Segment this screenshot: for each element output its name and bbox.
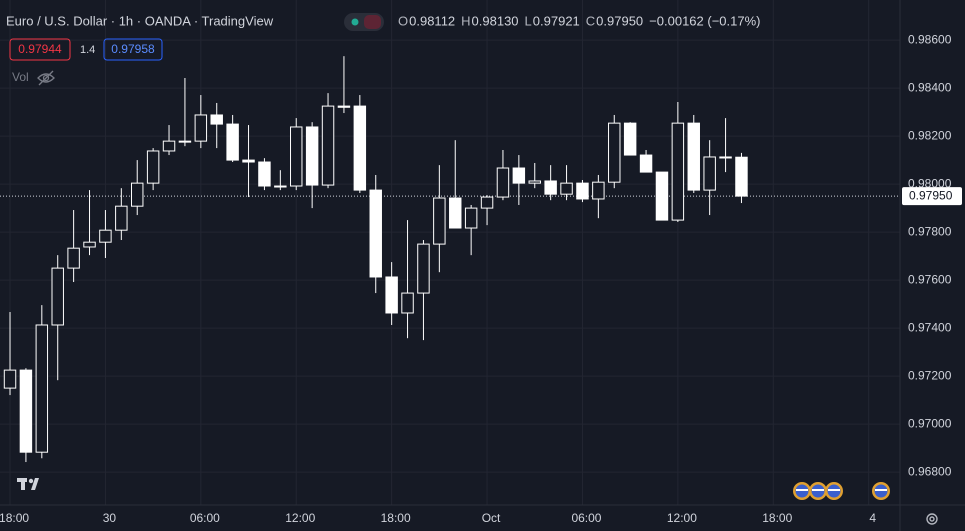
candle-body	[719, 156, 732, 159]
candle-body	[512, 167, 526, 184]
candle-body	[671, 122, 685, 221]
candle-body	[51, 267, 64, 326]
candle-body	[35, 324, 49, 453]
candle-body	[639, 154, 653, 173]
ohlc-value: 0.98112	[409, 13, 455, 28]
candle-body	[369, 189, 382, 278]
candle-body	[496, 167, 510, 198]
candle-body	[449, 197, 462, 229]
ohlc-value: 0.98130	[472, 13, 519, 28]
candle-body	[210, 114, 223, 125]
candle-body	[544, 180, 557, 195]
candle-body	[480, 196, 494, 209]
candles	[0, 56, 900, 463]
candle-body	[162, 140, 176, 152]
x-tick-label: 18:00	[762, 511, 792, 525]
candle-body	[655, 171, 669, 221]
candle-body	[242, 159, 255, 163]
candle-body	[290, 126, 303, 187]
x-tick-label: 18:00	[0, 511, 29, 525]
candle-body	[560, 182, 573, 195]
volume-label: Vol	[12, 70, 29, 84]
candle-body	[735, 156, 748, 197]
candle-body	[19, 369, 33, 453]
y-tick-label: 0.97000	[908, 416, 952, 430]
candle-body	[131, 182, 144, 207]
candle-body	[608, 122, 621, 183]
last-price-label: 0.97950	[909, 188, 953, 202]
chart-title: Euro / U.S. Dollar · 1h · OANDA · Tradin…	[6, 13, 274, 28]
y-tick-label: 0.98400	[908, 80, 952, 94]
candle-body	[83, 241, 96, 248]
sell-box[interactable]	[9, 38, 71, 61]
eye-icon[interactable]	[37, 70, 55, 86]
candle-body	[258, 161, 271, 187]
x-tick-label: Oct	[482, 511, 501, 525]
candle-body	[576, 182, 589, 200]
candle-body	[623, 122, 637, 156]
y-tick-label: 0.97800	[908, 224, 952, 238]
candle-body	[528, 180, 541, 184]
candle-body	[67, 247, 80, 269]
x-tick-label: 18:00	[381, 511, 411, 525]
candle-body	[687, 122, 700, 191]
x-tick-label: 06:00	[571, 511, 601, 525]
ohlc-value: 0.97950	[596, 13, 643, 28]
y-tick-label: 0.98600	[908, 32, 952, 46]
x-tick-label: 4	[869, 511, 876, 525]
candle-body	[274, 185, 287, 188]
sell-price: 0.97944	[18, 42, 62, 56]
candle-body	[146, 150, 160, 184]
status-dot	[351, 18, 359, 26]
settings-icon[interactable]	[926, 513, 938, 525]
candle-body	[226, 123, 239, 161]
candle-body	[321, 105, 335, 186]
candle-body	[433, 197, 446, 245]
candle-body	[115, 205, 128, 231]
y-tick-label: 0.98000	[908, 176, 952, 190]
candle-body	[401, 292, 414, 314]
grid	[0, 0, 900, 505]
ohlc-key: L	[525, 13, 532, 28]
event-flags[interactable]	[793, 482, 890, 500]
last-price-box	[902, 187, 962, 206]
candle-body	[194, 114, 208, 142]
spread: 1.4	[80, 44, 95, 56]
candle-body	[178, 140, 192, 143]
candle-body	[99, 229, 112, 243]
candle-body	[337, 105, 351, 108]
candle-body	[385, 276, 398, 314]
buy-box[interactable]	[103, 38, 163, 61]
candle-body	[305, 126, 319, 186]
candle-body	[3, 369, 17, 389]
ohlc-key: H	[461, 13, 470, 28]
candle-body	[417, 243, 430, 294]
y-tick-label: 0.97200	[908, 368, 952, 382]
candle-body	[592, 181, 605, 200]
ohlc-key: O	[398, 13, 408, 28]
ohlc-key: C	[586, 13, 595, 28]
x-tick-label: 30	[103, 511, 117, 525]
x-tick-label: 06:00	[190, 511, 220, 525]
ohlc-value: 0.97921	[533, 13, 580, 28]
ohlc-legend: O 0.98112 H 0.98130 L 0.97921 C 0.97950 −0.00162…	[398, 13, 760, 28]
y-tick-label: 0.97600	[908, 272, 952, 286]
candle-body	[703, 156, 716, 191]
x-tick-label: 12:00	[285, 511, 315, 525]
y-tick-label: 0.98200	[908, 128, 952, 142]
y-tick-label: 0.96800	[908, 464, 952, 478]
axes: 0.96800 0.97000 0.97200 0.97400 0.97600 0.978…	[0, 32, 962, 525]
y-tick-label: 0.97400	[908, 320, 952, 334]
candle-body	[464, 207, 478, 229]
candle-body	[353, 105, 367, 191]
buy-price: 0.97958	[111, 42, 155, 56]
logo	[17, 478, 39, 490]
x-tick-label: 12:00	[667, 511, 697, 525]
status-badge	[364, 15, 381, 29]
ohlc-change: −0.00162 (−0.17%)	[649, 13, 760, 28]
